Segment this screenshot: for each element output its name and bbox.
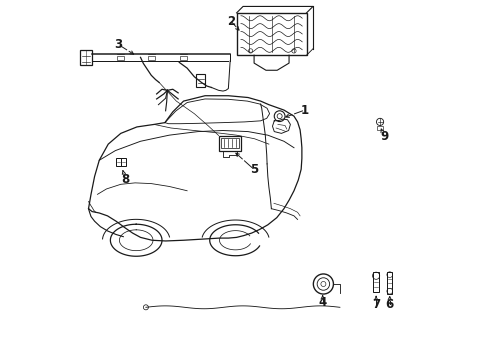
Bar <box>372 272 379 292</box>
Bar <box>180 55 187 60</box>
Bar <box>386 272 391 294</box>
Bar <box>196 74 204 87</box>
Text: 8: 8 <box>121 173 129 186</box>
Bar <box>117 55 124 60</box>
Bar <box>236 13 306 55</box>
Text: 7: 7 <box>371 298 379 311</box>
Bar <box>116 158 121 166</box>
Text: 2: 2 <box>227 15 235 28</box>
Text: 1: 1 <box>300 104 308 117</box>
Text: 9: 9 <box>380 130 387 143</box>
Bar <box>218 135 241 150</box>
Text: 5: 5 <box>249 163 258 176</box>
Text: 4: 4 <box>318 296 326 309</box>
Text: 3: 3 <box>114 38 122 51</box>
Bar <box>80 50 92 65</box>
Bar <box>221 138 238 148</box>
Text: 6: 6 <box>385 298 393 311</box>
Bar <box>376 126 382 130</box>
Bar <box>121 158 125 166</box>
Bar <box>147 55 155 60</box>
